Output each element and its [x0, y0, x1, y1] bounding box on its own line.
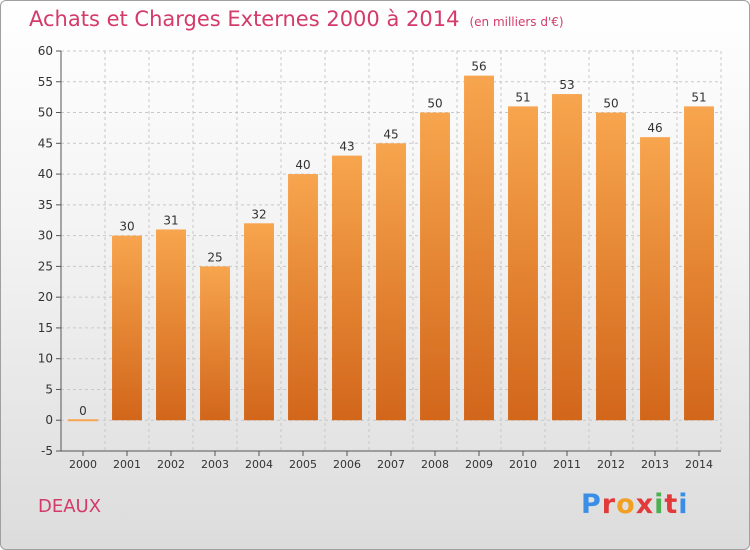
- y-tick-label: 60: [38, 44, 53, 58]
- x-tick-label: 2011: [553, 458, 581, 471]
- bar: [200, 266, 230, 421]
- x-tick-label: 2007: [377, 458, 405, 471]
- x-tick-label: 2013: [641, 458, 669, 471]
- bar: [156, 229, 186, 421]
- title-unit: (en milliers d'€): [469, 15, 564, 29]
- logo-letter: P: [581, 489, 602, 520]
- bar-value-label: 50: [427, 97, 442, 111]
- y-tick-label: -5: [41, 444, 53, 458]
- bars: [68, 75, 714, 422]
- bar: [420, 112, 450, 421]
- y-tick-label: 40: [38, 167, 53, 181]
- logo-letter: i: [654, 489, 665, 520]
- x-tick-label: 2003: [201, 458, 229, 471]
- bar: [112, 235, 142, 421]
- x-tick-label: 2010: [509, 458, 537, 471]
- y-tick-label: 5: [45, 382, 53, 396]
- x-tick-label: 2002: [157, 458, 185, 471]
- y-tick-label: 50: [38, 106, 53, 120]
- x-tick-label: 2001: [113, 458, 141, 471]
- y-tick-label: 25: [38, 259, 53, 273]
- bar-value-label: 0: [79, 404, 87, 418]
- x-tick-label: 2005: [289, 458, 317, 471]
- x-tick-label: 2009: [465, 458, 493, 471]
- y-tick-label: 45: [38, 136, 53, 150]
- bar-value-label: 43: [339, 140, 354, 154]
- x-tick-label: 2008: [421, 458, 449, 471]
- y-tick-label: 55: [38, 75, 53, 89]
- x-tick-label: 2000: [69, 458, 97, 471]
- bar-value-label: 40: [295, 158, 310, 172]
- bar: [640, 137, 670, 421]
- data-labels: 0 30 31 25 32 40 43 45 50 56 51 53 50 46 51: [79, 60, 706, 419]
- bar-value-label: 30: [119, 220, 134, 234]
- logo-letter: o: [616, 489, 636, 520]
- x-tick-label: 2006: [333, 458, 361, 471]
- x-tick-label: 2012: [597, 458, 625, 471]
- bar: [596, 112, 626, 421]
- y-tick-label: 30: [38, 229, 53, 243]
- proxiti-logo[interactable]: Proxiti: [581, 489, 689, 520]
- logo-letter: x: [635, 489, 655, 520]
- chart-title: Achats et Charges Externes 2000 à 2014 (e…: [29, 7, 564, 31]
- x-tick-label: 2004: [245, 458, 273, 471]
- bar-value-label: 46: [647, 121, 662, 135]
- y-tick-label: 20: [38, 290, 53, 304]
- y-tick-label: 0: [45, 413, 53, 427]
- bar: [244, 223, 274, 421]
- logo-letter: i: [678, 489, 689, 520]
- bar-value-label: 31: [163, 213, 178, 227]
- bar-value-label: 53: [559, 78, 574, 92]
- bar: [376, 143, 406, 421]
- logo-letter: r: [601, 489, 617, 520]
- bar-value-label: 51: [691, 90, 706, 104]
- bar: [288, 174, 318, 421]
- bar-value-label: 50: [603, 97, 618, 111]
- bar-value-label: 51: [515, 90, 530, 104]
- bar: [552, 94, 582, 421]
- y-tick-label: 10: [38, 352, 53, 366]
- bar-value-label: 56: [471, 60, 486, 74]
- bar-value-label: 45: [383, 127, 398, 141]
- title-text: Achats et Charges Externes 2000 à 2014: [29, 7, 460, 31]
- bar: [684, 106, 714, 421]
- logo-letter: t: [664, 489, 679, 520]
- bar: [332, 155, 362, 421]
- bar-value-label: 25: [207, 250, 222, 264]
- bar: [508, 106, 538, 421]
- y-tick-label: 15: [38, 321, 53, 335]
- x-tick-label: 2014: [685, 458, 713, 471]
- y-tick-label: 35: [38, 198, 53, 212]
- commune-name: DEAUX: [38, 496, 102, 517]
- bar: [464, 75, 494, 421]
- bar-value-label: 32: [251, 207, 266, 221]
